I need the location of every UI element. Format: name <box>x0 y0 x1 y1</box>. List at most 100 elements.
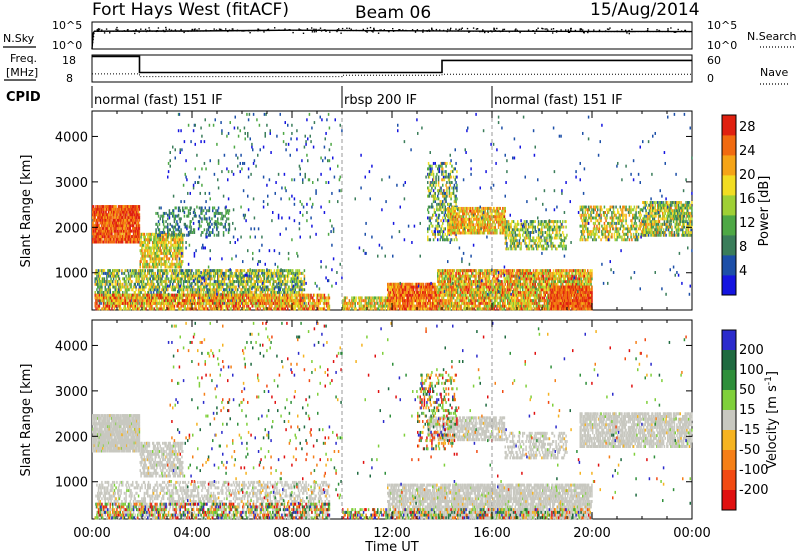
power-cell <box>101 296 103 300</box>
power-cell <box>292 287 294 291</box>
power-cell <box>148 235 151 239</box>
power-cell <box>250 280 252 284</box>
power-cell <box>217 186 220 190</box>
power-cell <box>98 304 101 308</box>
power-cell <box>297 280 300 284</box>
power-cell <box>128 293 131 297</box>
power-cell <box>353 299 356 303</box>
power-cell <box>156 254 158 258</box>
power-cell <box>281 186 283 190</box>
power-cell <box>157 290 159 294</box>
power-cell <box>307 307 310 311</box>
power-cell <box>320 172 322 176</box>
power-cell <box>115 218 117 222</box>
power-cell <box>112 210 114 214</box>
power-cell <box>280 290 282 294</box>
power-cell <box>170 277 172 281</box>
power-cell <box>246 301 248 305</box>
power-cell <box>170 241 172 244</box>
power-cell <box>126 216 128 219</box>
power-cell <box>184 307 186 311</box>
noise-sample-dot <box>608 28 610 31</box>
power-cell <box>118 232 121 236</box>
power-cell <box>133 218 136 222</box>
power-cell <box>141 254 143 258</box>
power-cell <box>119 216 121 219</box>
power-cell <box>147 238 149 242</box>
power-cell <box>112 304 114 308</box>
power-cell <box>209 249 211 253</box>
power-cell <box>109 235 111 239</box>
power-cell <box>304 172 306 176</box>
power-cell <box>94 213 96 217</box>
power-cell <box>245 285 247 289</box>
noise-sample-dot <box>593 29 595 31</box>
power-cell <box>189 208 191 212</box>
power-cell <box>241 274 243 278</box>
power-cell <box>254 282 256 286</box>
power-cell <box>178 225 181 229</box>
power-cell <box>155 277 157 281</box>
power-cell <box>99 207 101 211</box>
power-cell <box>108 271 111 275</box>
power-cell <box>107 293 110 297</box>
power-cell <box>174 257 176 261</box>
power-cell <box>216 282 218 286</box>
noise-series-line <box>91 29 693 50</box>
power-cell <box>187 277 190 281</box>
power-cell <box>119 235 121 239</box>
power-cell <box>257 269 260 273</box>
power-cell <box>266 285 268 289</box>
power-cell <box>227 269 230 273</box>
power-cell <box>145 246 147 250</box>
power-cell <box>157 225 159 229</box>
power-cell <box>209 280 211 284</box>
power-cell <box>225 271 227 275</box>
power-cell <box>125 282 127 286</box>
power-cell <box>275 271 277 275</box>
power-cell <box>223 225 226 229</box>
power-cell <box>271 271 273 275</box>
power-cell <box>175 222 177 226</box>
power-cell <box>119 282 121 286</box>
noise-sample-dot <box>428 30 431 32</box>
power-cell <box>345 301 347 305</box>
power-cell <box>143 241 146 244</box>
power-cell <box>193 296 196 300</box>
power-cell <box>270 296 272 300</box>
power-cell <box>182 271 184 275</box>
power-cell <box>157 271 159 275</box>
power-cell <box>182 209 184 213</box>
power-cell <box>105 307 107 311</box>
power-cell <box>141 285 143 289</box>
power-cell <box>174 235 176 239</box>
power-cell <box>264 134 266 138</box>
power-cell <box>262 301 265 305</box>
power-cell <box>94 235 96 239</box>
power-cell <box>172 307 174 311</box>
power-cell <box>208 191 211 195</box>
power-cell <box>280 277 282 281</box>
power-cell <box>111 299 113 303</box>
power-cell <box>222 225 225 229</box>
power-cell <box>92 240 94 244</box>
power-cell <box>121 229 123 233</box>
power-cell <box>161 262 163 266</box>
power-cell <box>167 304 170 308</box>
power-cell <box>198 225 201 229</box>
power-cell <box>180 296 182 300</box>
power-cell <box>257 288 259 292</box>
power-cell <box>187 269 190 273</box>
power-cell <box>145 282 147 286</box>
power-cell <box>320 156 322 160</box>
power-cell <box>192 274 195 278</box>
power-cell <box>224 222 226 226</box>
power-cell <box>263 301 266 305</box>
power-cell <box>217 299 219 303</box>
power-cell <box>202 307 204 311</box>
power-cell <box>210 304 212 308</box>
power-cell <box>254 285 256 289</box>
power-cell <box>284 307 286 311</box>
power-cell <box>125 288 127 292</box>
power-cell <box>187 290 189 294</box>
